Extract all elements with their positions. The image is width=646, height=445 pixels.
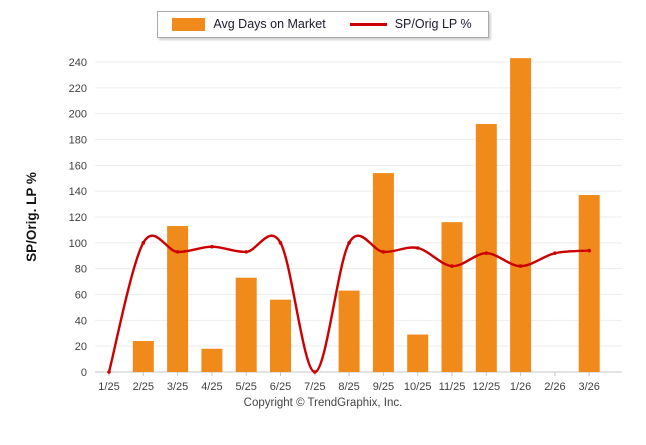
data-point-5/25 bbox=[244, 250, 248, 254]
data-point-4/25 bbox=[210, 244, 214, 249]
y-tick-label: 80 bbox=[75, 264, 87, 276]
bar-2/25 bbox=[132, 341, 154, 372]
y-tick-label: 40 bbox=[75, 315, 87, 327]
x-tick-label: 8/25 bbox=[338, 381, 359, 393]
x-tick-label: 11/25 bbox=[439, 381, 466, 393]
line-series-legend-label: SP/Orig LP % bbox=[394, 17, 472, 31]
legend-box: Avg Days on Market SP/Orig LP % bbox=[157, 11, 489, 38]
x-tick-label: 5/25 bbox=[235, 381, 256, 393]
x-tick-label: 12/25 bbox=[473, 381, 501, 393]
y-tick-label: 0 bbox=[81, 367, 87, 379]
data-point-11/25 bbox=[450, 264, 454, 268]
data-point-10/25 bbox=[415, 246, 420, 250]
data-point-12/25 bbox=[484, 251, 489, 255]
bar-10/25 bbox=[407, 334, 429, 372]
data-point-7/25 bbox=[313, 370, 317, 374]
x-tick-label: 7/25 bbox=[304, 381, 325, 393]
data-point-3/26 bbox=[587, 248, 591, 253]
y-tick-label: 120 bbox=[69, 212, 87, 224]
combo-chart: 0 20 40 60 80 100 120 140 160 180 200 220 240 1/25 2/2… bbox=[24, 57, 622, 393]
y-tick-label: 160 bbox=[69, 160, 87, 172]
data-point-6/25 bbox=[278, 241, 283, 245]
x-tick-label: 2/26 bbox=[544, 381, 565, 393]
y-tick-label: 20 bbox=[75, 341, 87, 353]
bar-3/26 bbox=[578, 195, 600, 372]
x-tick-label: 4/25 bbox=[201, 381, 222, 393]
data-point-2/25 bbox=[141, 241, 146, 245]
y-axis-title: SP/Orig. LP % bbox=[24, 172, 39, 262]
x-tick-label: 10/25 bbox=[404, 381, 432, 393]
y-tick-label: 200 bbox=[69, 109, 87, 121]
data-point-1/26 bbox=[518, 264, 523, 268]
line-series-swatch-icon bbox=[349, 23, 387, 26]
bar-11/25 bbox=[441, 222, 463, 372]
bar-1/26 bbox=[510, 58, 532, 372]
data-point-3/25 bbox=[175, 250, 180, 254]
bar-6/25 bbox=[270, 299, 291, 372]
x-tick-label: 3/25 bbox=[167, 381, 188, 393]
bar-9/25 bbox=[372, 173, 394, 372]
data-point-2/26 bbox=[553, 251, 557, 255]
x-tick-label: 1/26 bbox=[510, 381, 531, 393]
x-tick-label: 3/26 bbox=[578, 381, 599, 393]
x-tick-label: 6/25 bbox=[270, 381, 291, 393]
x-tick-label: 2/25 bbox=[133, 381, 154, 393]
y-tick-label: 140 bbox=[69, 186, 87, 198]
y-tick-label: 60 bbox=[75, 290, 87, 302]
bar-12/25 bbox=[475, 124, 497, 372]
bar-series-legend-label: Avg Days on Market bbox=[213, 17, 326, 31]
x-tick-label: 1/25 bbox=[98, 381, 119, 393]
y-tick-label: 220 bbox=[69, 83, 87, 95]
data-point-1/25 bbox=[107, 370, 111, 374]
bar-8/25 bbox=[338, 290, 360, 372]
data-point-8/25 bbox=[347, 241, 351, 245]
x-tick-label: 9/25 bbox=[373, 381, 394, 393]
y-tick-label: 100 bbox=[69, 238, 87, 250]
y-tick-label: 180 bbox=[69, 135, 87, 147]
bar-3/25 bbox=[167, 226, 189, 372]
data-point-9/25 bbox=[381, 250, 386, 254]
y-tick-label: 240 bbox=[69, 57, 87, 69]
bar-5/25 bbox=[235, 277, 257, 372]
copyright-text: Copyright © TrendGraphix, Inc. bbox=[243, 397, 403, 409]
bar-series-swatch-icon bbox=[172, 18, 206, 31]
bar-4/25 bbox=[201, 348, 223, 372]
